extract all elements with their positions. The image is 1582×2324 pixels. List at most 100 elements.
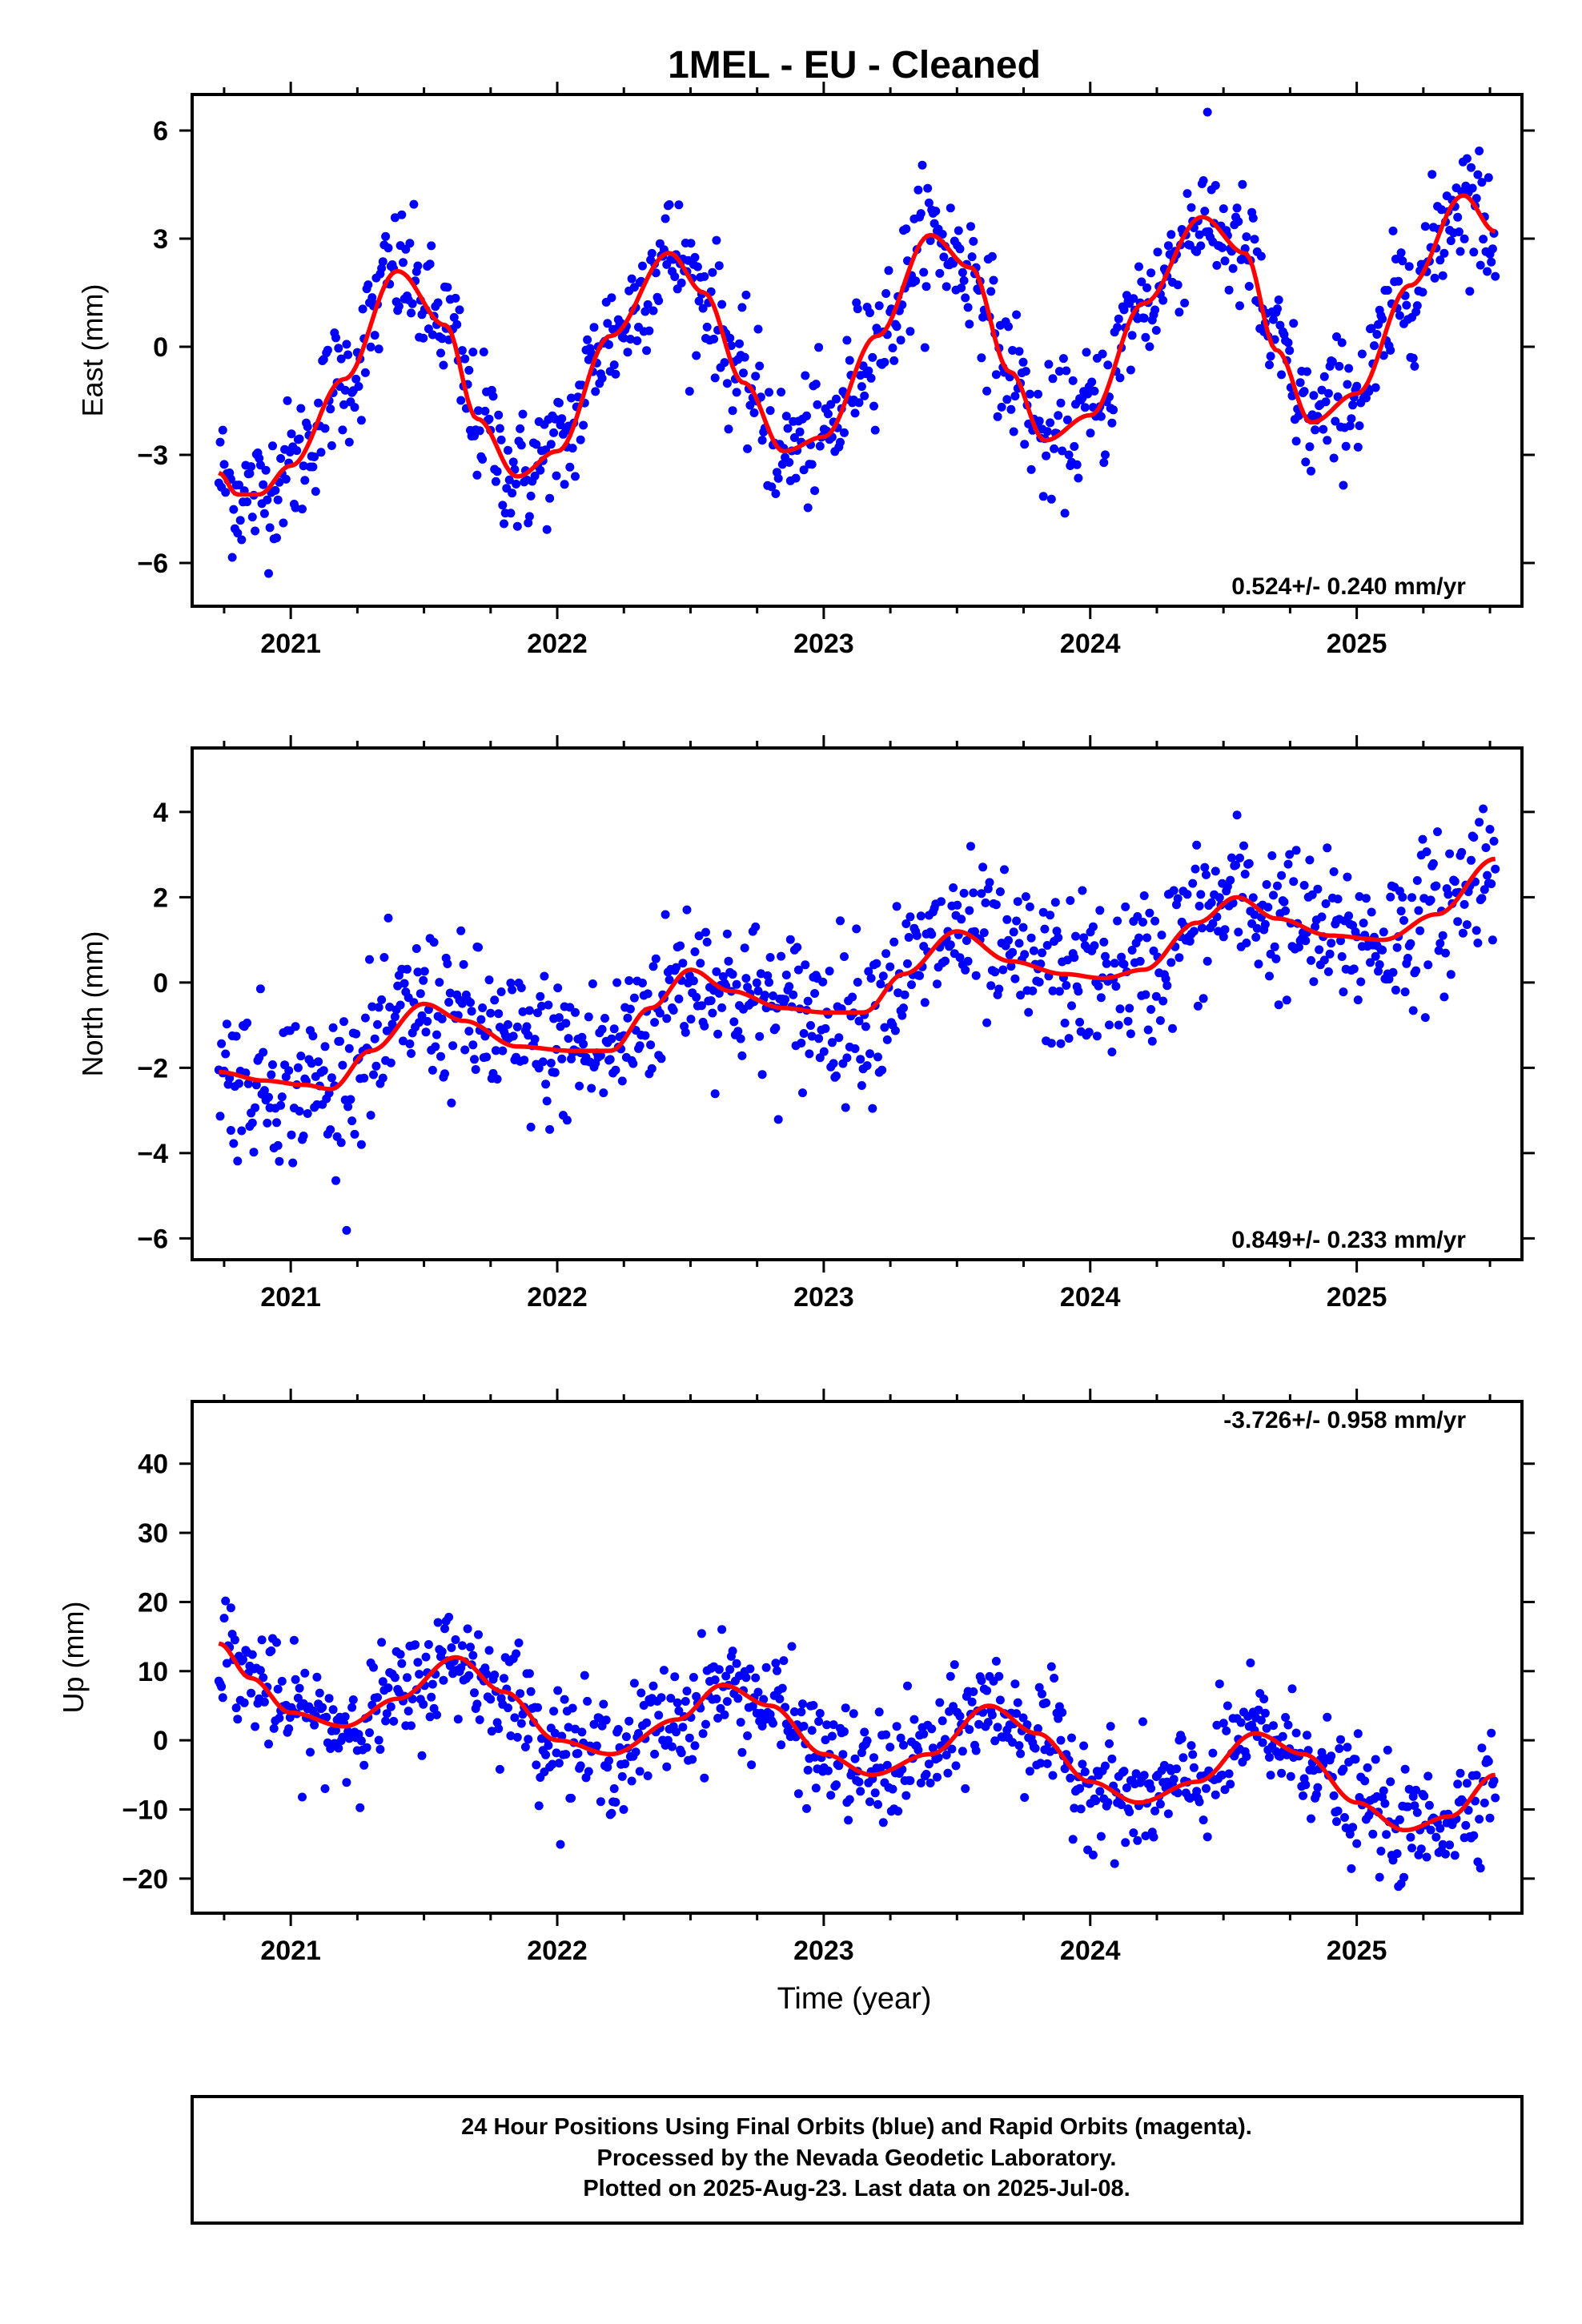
data-point [1188, 879, 1198, 888]
data-point [842, 336, 852, 345]
data-point [829, 1059, 838, 1068]
data-point [985, 878, 994, 887]
data-point [1301, 457, 1311, 467]
data-point [1379, 351, 1388, 360]
data-point [1121, 1838, 1130, 1848]
data-point [550, 1068, 560, 1077]
data-point [821, 1735, 830, 1745]
data-point [993, 412, 1002, 421]
data-point [873, 1799, 882, 1809]
data-point [1281, 1713, 1291, 1722]
data-point [328, 1705, 338, 1715]
data-point [500, 1674, 508, 1683]
data-point [1115, 373, 1125, 383]
data-point [308, 462, 318, 472]
data-point [1266, 352, 1275, 361]
data-point [1418, 834, 1427, 844]
data-point [299, 1132, 308, 1140]
data-point [407, 1721, 416, 1731]
data-point [359, 1760, 369, 1770]
data-point [267, 1070, 276, 1080]
data-point [338, 1732, 347, 1742]
data-point [338, 1060, 347, 1070]
data-point [1370, 341, 1379, 351]
data-point [1453, 212, 1463, 222]
data-point [845, 1795, 854, 1804]
data-point [1395, 1815, 1404, 1824]
data-point [1431, 881, 1441, 891]
data-point [338, 425, 347, 435]
data-point [941, 1735, 950, 1744]
data-point [1333, 1806, 1343, 1815]
data-point [1235, 301, 1244, 311]
data-point [1476, 1864, 1485, 1873]
data-point [1265, 971, 1274, 981]
data-point [1472, 1771, 1481, 1780]
data-point [1084, 1027, 1094, 1037]
data-point [979, 928, 989, 938]
data-point [587, 1084, 596, 1093]
data-point [840, 1727, 849, 1736]
data-point [629, 1679, 639, 1688]
data-point [1008, 346, 1018, 355]
data-point [1289, 877, 1299, 887]
data-point [272, 1638, 281, 1647]
data-point [524, 1006, 534, 1015]
data-point [1382, 1830, 1391, 1839]
data-point [868, 1104, 877, 1113]
data-point [1070, 953, 1079, 963]
data-point [1367, 324, 1376, 333]
data-point [437, 1014, 447, 1023]
data-point [408, 1695, 417, 1703]
x-axis-label: Time (year) [777, 1982, 932, 2016]
data-point [1079, 933, 1089, 943]
data-point [974, 1719, 984, 1729]
data-point [1009, 427, 1018, 436]
data-point [522, 1022, 532, 1031]
data-point [356, 1140, 366, 1149]
data-point [326, 1125, 335, 1135]
data-point [568, 1703, 577, 1713]
data-point [597, 1024, 607, 1034]
data-point [924, 1759, 934, 1769]
data-point [1446, 236, 1456, 246]
y-tick-label: 3 [153, 224, 168, 255]
data-point [289, 1635, 299, 1645]
data-point [389, 1716, 399, 1726]
data-point [419, 1699, 428, 1709]
data-point [893, 988, 903, 998]
data-point [1424, 1800, 1434, 1810]
data-point [1115, 1004, 1125, 1014]
data-point [807, 1031, 817, 1041]
data-point [449, 312, 459, 322]
data-point [1344, 911, 1354, 921]
data-point [1125, 1807, 1134, 1816]
data-point [1054, 411, 1063, 420]
data-point [611, 369, 620, 379]
data-point [1090, 941, 1099, 951]
data-point [969, 888, 978, 898]
data-point [229, 1139, 239, 1148]
data-point [892, 1722, 901, 1731]
data-point [743, 1731, 753, 1740]
data-point [412, 944, 421, 953]
data-point [625, 335, 635, 344]
data-point [700, 1773, 709, 1783]
data-point [982, 1686, 992, 1695]
data-point [1197, 923, 1207, 933]
data-point [822, 1720, 832, 1730]
data-point [1333, 895, 1343, 904]
data-point [710, 1089, 720, 1099]
y-tick-label: 0 [153, 968, 168, 999]
data-point [1207, 898, 1216, 907]
data-point [1472, 926, 1481, 935]
data-point [526, 491, 536, 501]
data-point [381, 1716, 391, 1726]
data-point [1228, 263, 1238, 273]
data-point [905, 912, 915, 922]
data-point [829, 1720, 838, 1730]
data-point [827, 1038, 837, 1047]
data-point [229, 505, 239, 514]
data-point [1040, 924, 1050, 934]
data-point [512, 1022, 522, 1031]
